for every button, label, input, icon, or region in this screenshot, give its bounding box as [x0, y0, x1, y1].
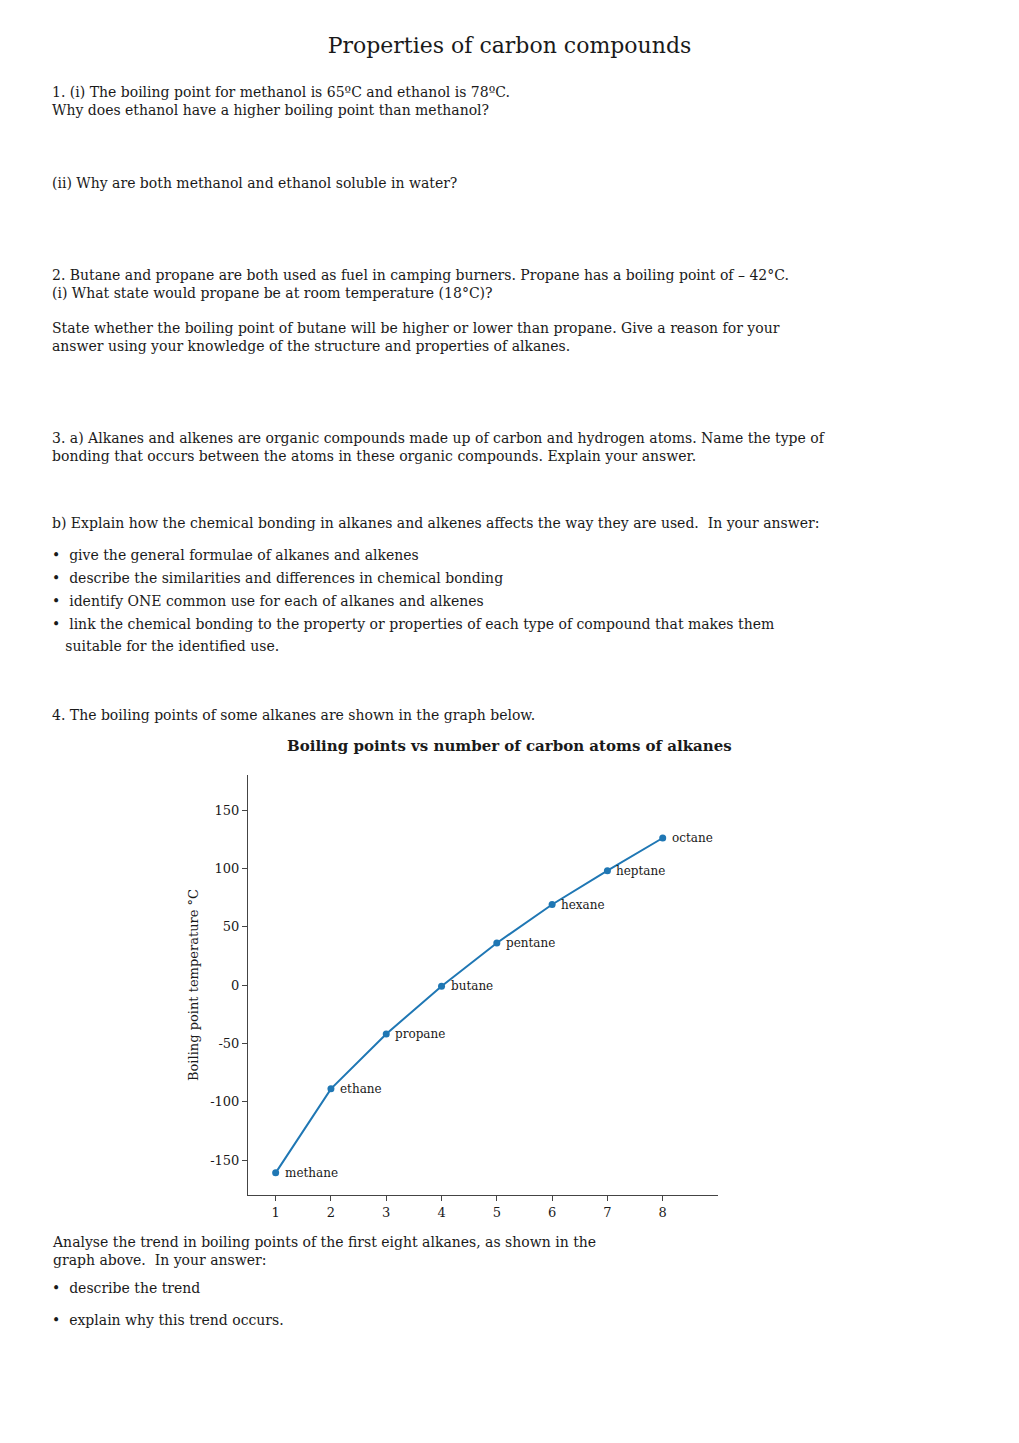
svg-text:Boiling point temperature °C: Boiling point temperature °C [186, 889, 201, 1081]
svg-text:-150: -150 [210, 1153, 239, 1168]
svg-text:• explain why this trend occu: • explain why this trend occurs. [52, 1312, 284, 1328]
svg-text:-50: -50 [218, 1036, 239, 1051]
svg-text:4: 4 [437, 1205, 445, 1220]
svg-text:suitable for the identified us: suitable for the identified use. [52, 638, 279, 654]
svg-text:ethane: ethane [340, 1082, 382, 1096]
svg-text:• link the chemical bonding t: • link the chemical bonding to the prope… [52, 616, 774, 632]
svg-text:8: 8 [659, 1205, 667, 1220]
svg-text:150: 150 [215, 803, 240, 818]
svg-text:propane: propane [395, 1027, 445, 1041]
svg-text:State whether the boiling poin: State whether the boiling point of butan… [52, 320, 780, 354]
svg-text:100: 100 [215, 861, 240, 876]
svg-text:Analyse the trend in boiling p: Analyse the trend in boiling points of t… [52, 1234, 596, 1268]
svg-text:Properties of carbon compounds: Properties of carbon compounds [328, 33, 692, 58]
svg-text:pentane: pentane [506, 936, 555, 950]
svg-text:heptane: heptane [616, 864, 665, 878]
svg-text:b) Explain how the chemical bo: b) Explain how the chemical bonding in a… [52, 515, 819, 531]
svg-text:-100: -100 [210, 1094, 239, 1109]
svg-text:1. (i) The boiling point for m: 1. (i) The boiling point for methanol is… [52, 84, 510, 118]
svg-text:50: 50 [223, 919, 240, 934]
svg-text:5: 5 [493, 1205, 501, 1220]
svg-text:• describe the trend: • describe the trend [52, 1280, 200, 1296]
svg-text:3: 3 [382, 1205, 390, 1220]
svg-text:4. The boiling points of some: 4. The boiling points of some alkanes ar… [52, 707, 535, 723]
svg-text:2. Butane and propane are both: 2. Butane and propane are both used as f… [52, 267, 789, 301]
svg-text:methane: methane [285, 1166, 338, 1180]
svg-text:1: 1 [272, 1205, 280, 1220]
svg-text:3. a) Alkanes and alkenes are: 3. a) Alkanes and alkenes are organic co… [52, 430, 826, 464]
svg-text:2: 2 [327, 1205, 335, 1220]
svg-text:butane: butane [451, 979, 493, 993]
svg-text:(ii) Why are both methanol and: (ii) Why are both methanol and ethanol s… [52, 175, 457, 191]
svg-text:6: 6 [548, 1205, 556, 1220]
svg-text:7: 7 [603, 1205, 611, 1220]
svg-text:hexane: hexane [561, 898, 605, 912]
svg-text:octane: octane [672, 831, 713, 845]
svg-text:• give the general formulae o: • give the general formulae of alkanes a… [52, 547, 419, 563]
svg-text:Boiling points vs number of ca: Boiling points vs number of carbon atoms… [287, 737, 732, 755]
svg-text:0: 0 [231, 978, 239, 993]
svg-text:• describe the similarities a: • describe the similarities and differen… [52, 570, 503, 586]
svg-text:• identify ONE common use for: • identify ONE common use for each of al… [52, 593, 484, 609]
